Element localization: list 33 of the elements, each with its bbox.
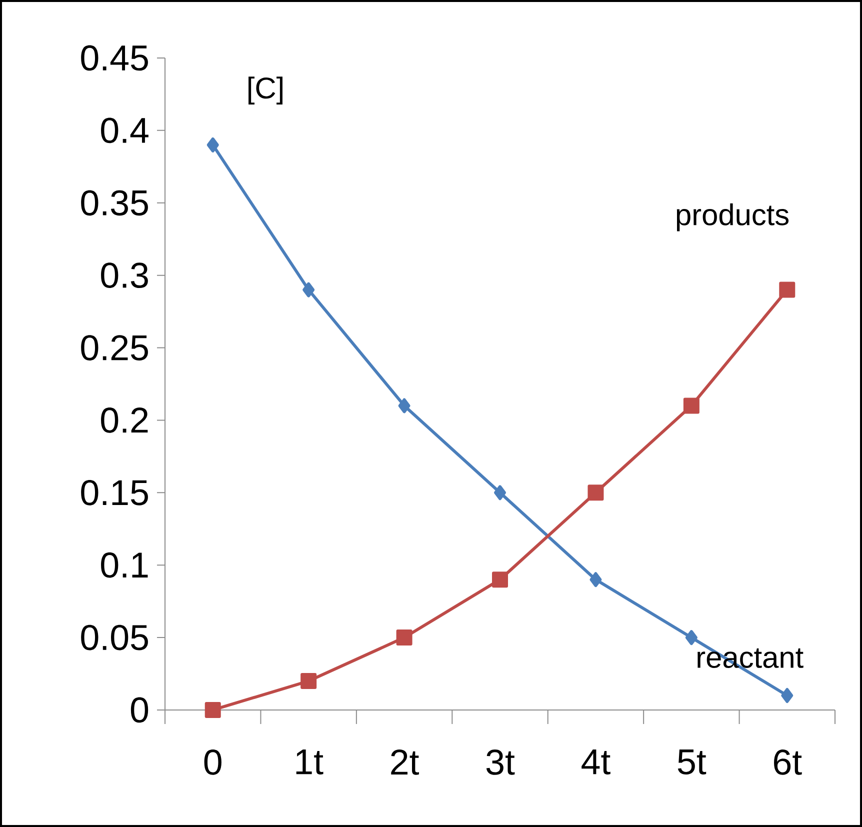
y-tick-label: 0.1: [101, 552, 148, 578]
point: [590, 572, 602, 588]
point: [204, 702, 221, 718]
y-tick-label: 0.2: [101, 408, 148, 433]
point: [206, 137, 219, 152]
y-tick-label: 0.15: [81, 480, 148, 506]
y-tick-label: 0.45: [81, 45, 148, 71]
point: [779, 282, 796, 298]
point: [588, 484, 604, 501]
x-tick-label: 6t: [774, 750, 802, 775]
x-tick-label: 1t: [296, 750, 324, 774]
point: [302, 282, 315, 298]
x-tick-label: 0: [204, 750, 222, 775]
y-axis-title: [C]: [248, 76, 282, 105]
y-tick-label: 0.35: [81, 190, 148, 216]
point: [398, 398, 410, 414]
x-tick-label: 5t: [678, 750, 706, 775]
x-tick-label: 3t: [486, 750, 515, 775]
point: [492, 572, 508, 588]
point: [300, 673, 317, 690]
x-tick-label: 2t: [391, 750, 419, 775]
y-tick-label: 0.4: [101, 118, 148, 144]
x-tick-label: 4t: [582, 750, 610, 774]
point: [683, 398, 700, 414]
y-tick-label: 0.05: [81, 624, 148, 650]
point: [494, 485, 506, 500]
point: [685, 630, 698, 646]
y-tick-label: 0.25: [81, 335, 148, 360]
series-label: products: [676, 203, 789, 232]
y-tick-label: 0: [130, 697, 148, 723]
y-tick-label: 0.3: [101, 262, 148, 288]
point: [396, 630, 412, 646]
point: [781, 688, 794, 703]
